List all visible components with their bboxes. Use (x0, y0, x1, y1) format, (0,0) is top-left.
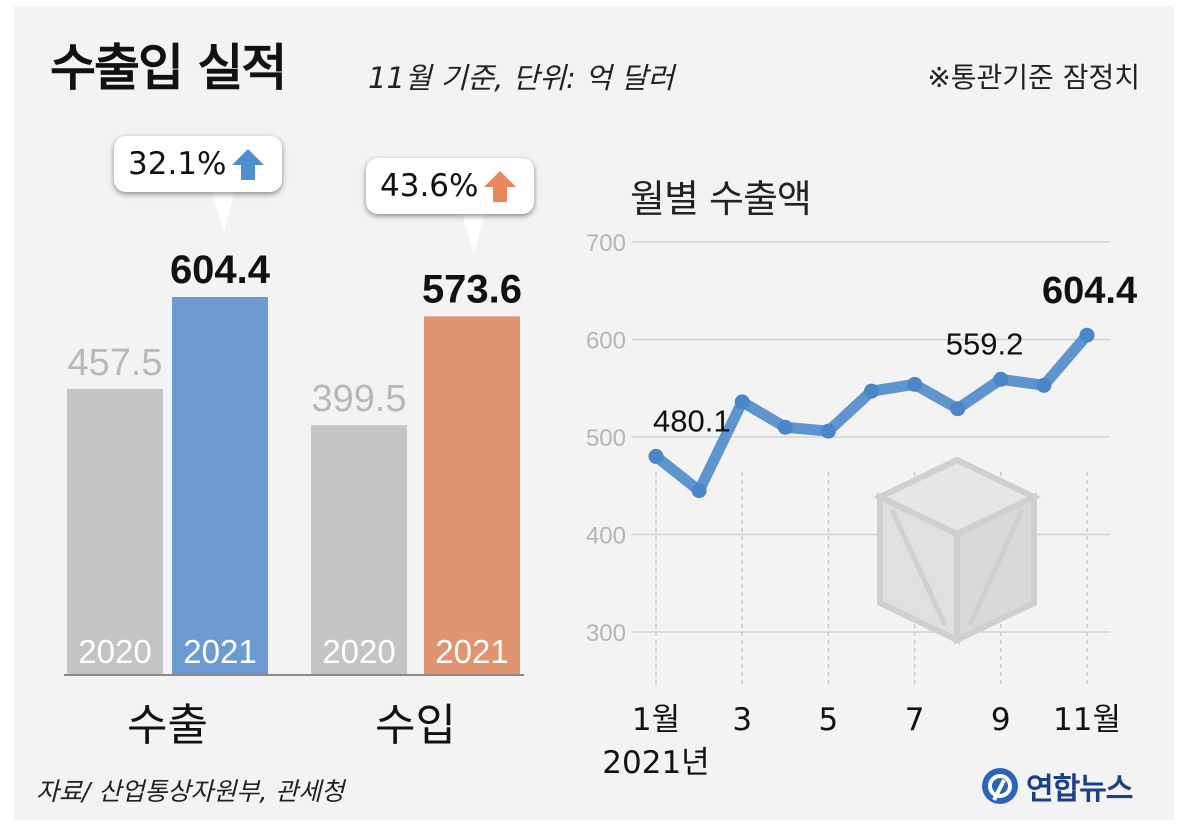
export-callout-pointer (212, 192, 234, 232)
point-label-9: 559.2 (946, 326, 1024, 361)
series-label-2020-0: 2020 (78, 633, 151, 670)
data-point-2 (691, 483, 707, 499)
bar-2020-0 (67, 388, 163, 675)
y-tick-label-300: 300 (586, 620, 626, 647)
value-label-2021-1: 573.6 (422, 267, 522, 311)
logo-text: 연합뉴스 (1026, 772, 1133, 807)
import-growth-label: 43.6% (380, 168, 479, 204)
series-label-2021-0: 2021 (183, 633, 256, 670)
x-tick-label-5: 5 (819, 702, 839, 738)
data-point-6 (864, 383, 879, 399)
y-tick-label-600: 600 (586, 328, 626, 355)
data-point-5 (820, 423, 836, 439)
source-note: 자료/ 산업통상자원부, 관세청 (36, 777, 345, 806)
page-title: 수출입 실적 (50, 39, 287, 97)
data-point-1 (648, 448, 664, 464)
data-point-7 (907, 376, 923, 392)
data-point-3 (734, 394, 750, 410)
provisional-note: ※통관기준 잠정치 (927, 61, 1140, 94)
bar-2021-1 (424, 316, 520, 675)
data-point-4 (777, 419, 793, 435)
subtitle: 11월 기준, 단위: 억 달러 (368, 61, 675, 95)
x-tick-label-3: 3 (732, 702, 752, 738)
data-point-9 (993, 371, 1009, 387)
y-tick-label-700: 700 (586, 230, 626, 257)
value-label-2020-1: 399.5 (311, 378, 406, 420)
category-label-1: 수입 (375, 700, 456, 751)
import-growth-callout: 43.6% (366, 158, 534, 214)
point-label-1: 480.1 (653, 403, 731, 438)
yonhap-logo: 연합뉴스 (980, 764, 1133, 808)
value-label-2021-0: 604.4 (170, 248, 271, 292)
category-label-0: 수출 (127, 700, 208, 751)
bar-2020-1 (311, 425, 407, 675)
x-tick-label-7: 7 (905, 702, 925, 738)
line-chart-title: 월별 수출액 (630, 177, 812, 221)
x-sublabel: 2021년 (602, 745, 709, 781)
export-growth-label: 32.1% (128, 146, 227, 182)
up-arrow-icon (232, 149, 265, 180)
x-tick-label-9: 9 (991, 702, 1011, 738)
data-point-10 (1036, 377, 1052, 393)
x-tick-label-11: 11월 (1053, 702, 1121, 738)
export-growth-callout: 32.1% (114, 136, 282, 192)
series-label-2021-1: 2021 (435, 633, 508, 670)
up-arrow-icon (484, 171, 517, 202)
x-tick-label-1: 1월 (632, 702, 680, 738)
data-point-11 (1079, 327, 1095, 343)
y-tick-label-400: 400 (586, 523, 626, 550)
y-tick-label-500: 500 (586, 425, 626, 452)
point-label-11: 604.4 (1042, 270, 1137, 312)
import-callout-pointer (462, 214, 484, 254)
value-label-2020-0: 457.5 (67, 342, 162, 384)
bar-2021-0 (172, 297, 268, 675)
crate-icon (873, 456, 1041, 645)
series-label-2020-1: 2020 (322, 633, 395, 670)
data-point-8 (950, 401, 966, 417)
yonhap-logo-icon (982, 768, 1018, 804)
